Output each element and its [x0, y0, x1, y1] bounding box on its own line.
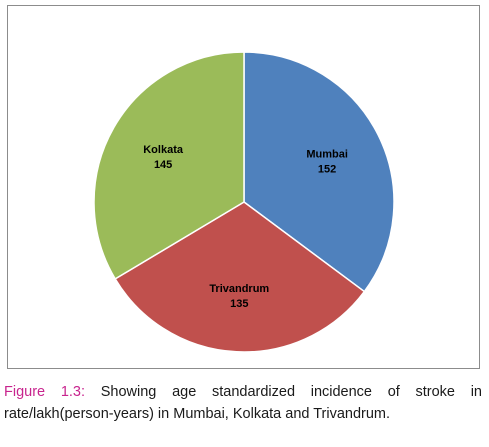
figure-label: Figure 1.3:: [4, 384, 86, 400]
figure-caption: Figure 1.3: Showing age standardized inc…: [4, 381, 482, 425]
caption-text-line2: rate/lakh(person-years) in Mumbai, Kolka…: [4, 406, 391, 422]
pie-slices: [93, 51, 395, 353]
slice-value-trivandrum: 135: [230, 298, 248, 310]
slice-label-kolkata: Kolkata: [143, 144, 184, 156]
slice-value-kolkata: 145: [154, 159, 172, 171]
pie-chart: Mumbai 152 Trivandrum 135 Kolkata 145: [93, 51, 395, 353]
slice-value-mumbai: 152: [318, 163, 336, 175]
pie-labels: Mumbai 152 Trivandrum 135 Kolkata 145: [143, 144, 348, 310]
pie-slice-kolkata: [93, 51, 245, 280]
slice-label-trivandrum: Trivandrum: [209, 283, 269, 295]
slice-label-mumbai: Mumbai: [306, 148, 348, 160]
pie-slice-trivandrum: [114, 201, 366, 353]
chart-frame: Mumbai 152 Trivandrum 135 Kolkata 145: [7, 5, 480, 369]
caption-text-line1: Showing age standardized incidence of st…: [85, 384, 482, 400]
pie-slice-mumbai: [243, 51, 395, 293]
